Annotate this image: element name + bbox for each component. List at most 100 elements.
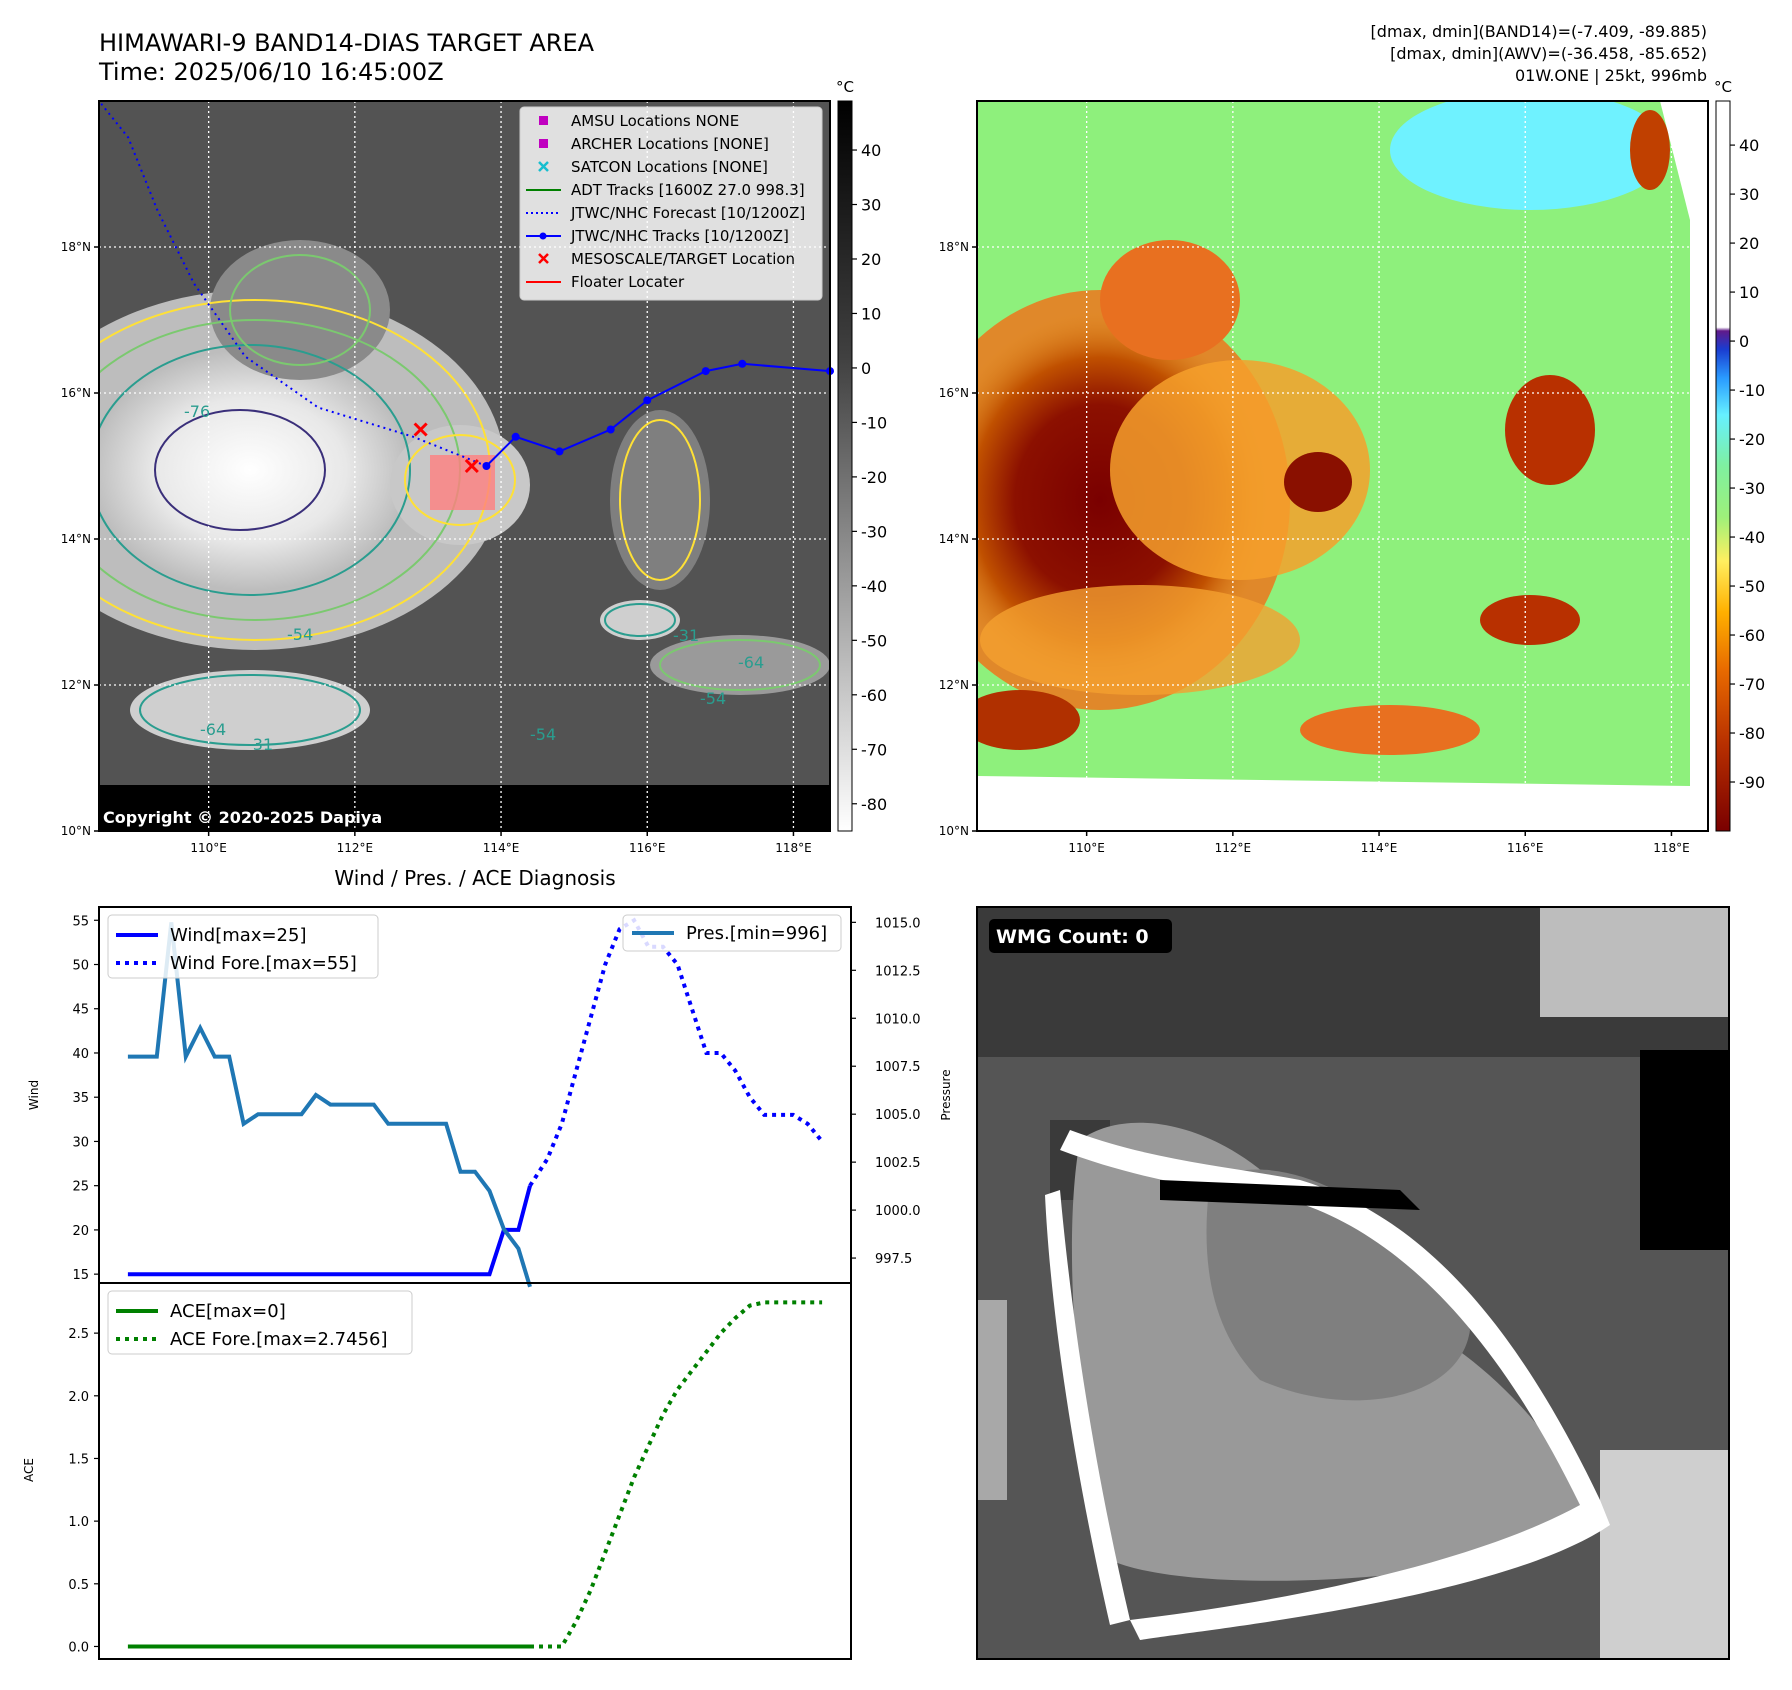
wv-map-grid — [977, 101, 1708, 831]
wv-colorbar-tick-12: -80 — [1739, 724, 1765, 743]
ir-colorbar-tick-0: 40 — [861, 141, 881, 160]
wv-tick-lon-3: 116°E — [1507, 841, 1544, 855]
legend-label-6: MESOSCALE/TARGET Location — [571, 250, 795, 268]
wv-colorbar-tick-7: -30 — [1739, 479, 1765, 498]
contour-label-4: -64 — [200, 720, 226, 739]
ace-legend: ACE[max=0] ACE Fore.[max=2.7456] — [107, 1290, 413, 1355]
ace-tick-3: 1.5 — [68, 1452, 89, 1467]
wv-colorbar-tick-3: 10 — [1739, 283, 1759, 302]
wv-south-east-band — [1300, 705, 1480, 755]
ir-colorbar-tick-3: 10 — [861, 304, 881, 323]
legend-marker-0 — [539, 116, 548, 125]
wmg-panel: WMG Count: 0 — [976, 906, 1730, 1660]
ir-colorbar-tick-11: -70 — [861, 740, 887, 759]
wv-tick-lat-2: 14°N — [939, 532, 969, 546]
wv-colorbar-tick-6: -20 — [1739, 430, 1765, 449]
wv-southwest-cell — [977, 690, 1080, 750]
ir-colorbar-ticks: 40 30 20 10 0 -10 -20 -30 -40 -50 -60 -70 -80 — [852, 141, 887, 814]
wv-colorbar-tick-11: -70 — [1739, 675, 1765, 694]
ace-fore-legend-label: ACE Fore.[max=2.7456] — [170, 1329, 388, 1350]
wv-colorbar-tick-8: -40 — [1739, 528, 1765, 547]
wv-colorbar-ticks: 40 30 20 10 0 -10 -20 -30 -40 -50 -60 -70 -80 -90 — [1730, 136, 1765, 792]
ace-chart: ACE 0.0 0.5 1.0 1.5 2.0 2.5 ACE[max=0] ACE Fo… — [22, 1282, 852, 1660]
contour-target-yellow — [404, 434, 516, 526]
ir-tick-lat-0: 18°N — [61, 240, 91, 254]
contour-east — [619, 419, 701, 581]
ace-lines — [127, 1300, 823, 1649]
wv-colorbar-tick-10: -60 — [1739, 626, 1765, 645]
wv-north-cell — [1100, 240, 1240, 360]
contour-se-teal — [604, 603, 676, 637]
wv-colorbar-tick-9: -50 — [1739, 577, 1765, 596]
pressure-tick-5: 1010.0 — [875, 1012, 921, 1027]
wmg-count-label: WMG Count: 0 — [996, 926, 1149, 948]
wv-colorbar-bar — [1715, 100, 1731, 832]
legend-items: AMSU Locations NONE ARCHER Locations [NON… — [526, 112, 805, 291]
contour-labels: -76 -54 -31 -64 -54 -31 -54 -64 — [184, 402, 764, 754]
ir-tick-lat-2: 14°N — [61, 532, 91, 546]
pressure-tick-1: 1000.0 — [875, 1204, 921, 1219]
best-track-points — [482, 359, 834, 470]
wv-map-frame — [976, 100, 1709, 832]
ir-map-grid — [99, 101, 830, 831]
legend-label-5: JTWC/NHC Tracks [10/1200Z] — [570, 227, 789, 245]
wind-fore-legend-label: Wind Fore.[max=55] — [170, 953, 357, 974]
wmg-se-light — [1600, 1450, 1729, 1659]
track-point-0 — [482, 462, 491, 470]
wv-colorbar-tick-5: -10 — [1739, 381, 1765, 400]
ir-colorbar-tick-7: -30 — [861, 522, 887, 541]
wv-tick-lon-1: 112°E — [1215, 841, 1252, 855]
wv-colorbar: °C 40 30 20 10 0 -10 -20 -30 -40 -50 -60 -70 -80 -90 — [1714, 78, 1765, 832]
ir-storm-core — [99, 350, 410, 590]
ir-tick-lon-3: 116°E — [629, 841, 666, 855]
ir-colorbar-tick-8: -40 — [861, 577, 887, 596]
ir-colorbar-tick-12: -80 — [861, 795, 887, 814]
wv-colorbar-tick-4: 0 — [1739, 332, 1749, 351]
wind-tick-4: 35 — [72, 1091, 89, 1106]
pressure-tick-7: 1015.0 — [875, 916, 921, 931]
wv-tick-lat-4: 10°N — [939, 824, 969, 838]
contour-label-2: -54 — [287, 625, 313, 644]
series-line-1 — [528, 917, 824, 1187]
map-legend: AMSU Locations NONE ARCHER Locations [NON… — [519, 106, 823, 301]
wv-map-panel: 110°E 112°E 114°E 116°E 118°E 18°N 16°N 14°N 12°… — [939, 78, 1765, 855]
ir-colorbar-tick-4: 0 — [861, 359, 871, 378]
ir-map-panel: -76 -54 -31 -64 -54 -31 -54 -64 Copyrigh… — [61, 78, 887, 855]
ace-tick-0: 0.0 — [68, 1640, 89, 1655]
pressure-tick-2: 1002.5 — [875, 1156, 921, 1171]
pressure-legend-label: Pres.[min=996] — [686, 923, 827, 944]
legend-marker-1 — [539, 139, 548, 148]
wv-colorbar-tick-13: -90 — [1739, 773, 1765, 792]
ir-colorbar-unit: °C — [836, 78, 854, 96]
wind-tick-5: 40 — [72, 1047, 89, 1062]
track-point-6 — [738, 359, 747, 368]
ir-colorbar-tick-6: -20 — [861, 468, 887, 487]
wind-tick-8: 55 — [72, 914, 89, 929]
target-marker-1 — [464, 458, 479, 474]
wind-legend-box — [107, 914, 379, 979]
ir-tick-lon-2: 114°E — [483, 841, 520, 855]
wv-map-imagery — [977, 101, 1690, 786]
track-point-2 — [555, 447, 564, 456]
ir-nodata-strip — [99, 785, 830, 831]
ir-colorbar-tick-1: 30 — [861, 196, 881, 215]
info-line-2: [dmax, dmin](AWV)=(-36.458, -85.652) — [1390, 44, 1707, 63]
wind-tick-0: 15 — [72, 1268, 89, 1283]
ir-map-frame — [98, 100, 831, 832]
wv-tick-lat-3: 12°N — [939, 678, 969, 692]
ir-colorbar-tick-5: -10 — [861, 413, 887, 432]
legend-box — [519, 106, 823, 301]
ir-tick-lat-4: 10°N — [61, 824, 91, 838]
ir-colorbar: °C 40 30 20 10 0 -10 -20 -30 -40 -50 -60 -70 -80 — [836, 78, 887, 832]
wmg-black-edge — [1160, 1180, 1420, 1210]
best-track-line — [485, 362, 831, 467]
wv-south-band — [980, 585, 1300, 695]
contour-label-1: -76 — [184, 402, 210, 421]
ir-band-south — [130, 670, 370, 750]
wv-colorbar-tick-0: 40 — [1739, 136, 1759, 155]
legend-label-2: SATCON Locations [NONE] — [571, 158, 768, 176]
legend-label-1: ARCHER Locations [NONE] — [571, 135, 769, 153]
contour-label-5: -54 — [530, 725, 556, 744]
wind-pressure-lines — [127, 917, 824, 1288]
